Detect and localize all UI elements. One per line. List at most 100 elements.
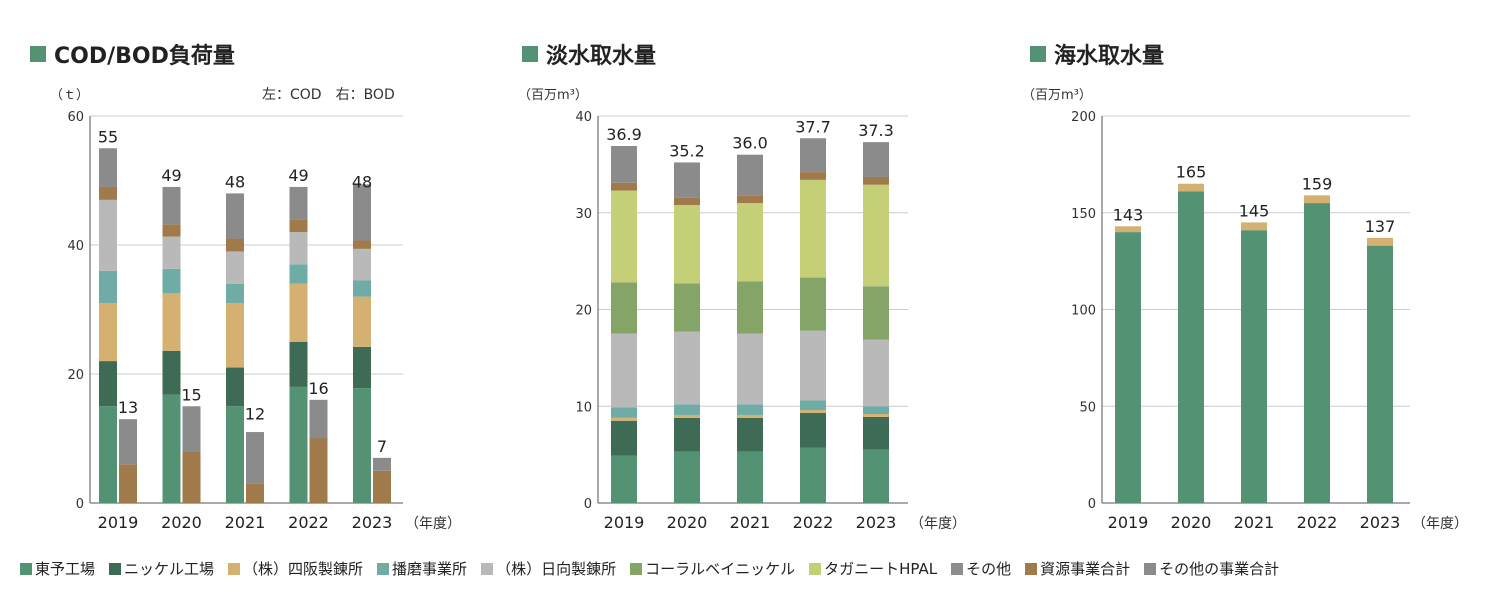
fresh-total-label: 37.7 xyxy=(795,117,831,136)
fresh-bar-segment xyxy=(611,407,637,418)
fresh-total-label: 36.0 xyxy=(732,134,768,153)
legend-swatch-icon xyxy=(951,562,964,575)
cod-bar-segment xyxy=(289,386,308,503)
sea-bar-segment xyxy=(1115,226,1141,233)
sea-unit-label: （百万m³） xyxy=(1022,88,1092,103)
cod-bar-segment xyxy=(289,186,308,220)
fresh-bar-segment xyxy=(800,400,826,411)
cod-total-label: 49 xyxy=(288,166,308,185)
legend-swatch-icon xyxy=(20,562,32,575)
sea-ytick-label: 200 xyxy=(1071,110,1096,125)
bod-bar-segment xyxy=(309,438,328,503)
fresh-unit-label: （百万m³） xyxy=(518,88,588,103)
cod-bar-segment xyxy=(226,193,244,239)
cod-bar-segment xyxy=(289,264,308,284)
cod-bar-segment xyxy=(162,350,181,395)
sea-title-text: 海水取水量 xyxy=(1054,44,1165,69)
legend-item: （株）日向製錬所 xyxy=(481,558,616,579)
sea-bar-segment xyxy=(1178,191,1204,503)
sea-total-label: 159 xyxy=(1302,174,1333,193)
fresh-ytick-label: 40 xyxy=(575,110,592,125)
sea-bar-segment xyxy=(1241,222,1267,231)
cod-panel-title: COD/BOD負荷量 xyxy=(30,38,235,70)
cod-title-text: COD/BOD負荷量 xyxy=(54,44,235,69)
legend-label: その他の事業合計 xyxy=(1159,560,1280,578)
cod-ytick-label: 20 xyxy=(67,368,84,383)
sea-xtick-label: 2019 xyxy=(1108,513,1149,532)
cod-bar-segment xyxy=(162,394,181,503)
cod-bar-segment xyxy=(99,186,117,200)
fresh-xtick-label: 2022 xyxy=(793,513,834,532)
cod-xtick-label: 2020 xyxy=(161,513,202,532)
legend-swatch-icon xyxy=(377,562,390,575)
cod-bar-segment xyxy=(162,268,181,294)
fresh-bar-segment xyxy=(674,417,700,452)
bod-total-label: 12 xyxy=(245,405,265,424)
cod-bar-segment xyxy=(353,240,371,249)
fresh-bar-segment xyxy=(737,281,763,334)
cod-bar-segment xyxy=(162,186,181,225)
sea-bar-segment xyxy=(1115,232,1141,503)
bod-bar-segment xyxy=(246,432,264,484)
sea-total-label: 145 xyxy=(1239,201,1270,220)
fresh-bar-segment xyxy=(863,416,889,450)
fresh-bar-segment xyxy=(611,333,637,408)
title-square-icon xyxy=(30,46,46,62)
cod-xtick-label: 2019 xyxy=(98,513,139,532)
fresh-ytick-label: 10 xyxy=(575,400,592,415)
fresh-total-label: 35.2 xyxy=(669,141,705,160)
bod-bar-segment xyxy=(119,419,137,465)
legend-swatch-icon xyxy=(481,562,494,575)
sea-bar-segment xyxy=(1367,237,1393,246)
bod-total-label: 7 xyxy=(377,437,387,456)
cod-total-label: 55 xyxy=(98,127,118,146)
fresh-ytick-label: 0 xyxy=(584,497,592,512)
sea-bar-segment xyxy=(1241,230,1267,504)
cod-bar-segment xyxy=(99,199,117,271)
fresh-bar-segment xyxy=(737,195,763,204)
title-square-icon xyxy=(522,46,538,62)
fresh-bar-segment xyxy=(611,190,637,283)
legend-item: その他の事業合計 xyxy=(1144,558,1279,579)
fresh-panel-title: 淡水取水量 xyxy=(522,38,656,70)
fresh-bar-segment xyxy=(863,184,889,287)
cod-xtick-label: 2021 xyxy=(225,513,266,532)
title-square-icon xyxy=(1030,46,1046,62)
fresh-bar-segment xyxy=(611,420,637,456)
fresh-bar-segment xyxy=(737,203,763,282)
fresh-bar-segment xyxy=(674,404,700,415)
legend: 東予工場 ニッケル工場 （株）四阪製錬所 播磨事業所 （株）日向製錬所 コーラルベイニッケ… xyxy=(20,558,1490,579)
fresh-bar-segment xyxy=(737,414,763,418)
fresh-bar-segment xyxy=(800,172,826,180)
legend-label: コーラルベイニッケル xyxy=(645,560,796,578)
fresh-total-label: 37.3 xyxy=(858,121,894,140)
fresh-bar-segment xyxy=(800,410,826,414)
cod-bar-segment xyxy=(162,293,181,351)
sea-ytick-label: 100 xyxy=(1071,304,1096,319)
fresh-total-label: 36.9 xyxy=(606,125,642,144)
legend-swatch-icon xyxy=(228,562,241,575)
sea-ytick-label: 150 xyxy=(1071,207,1096,222)
fresh-bar-segment xyxy=(674,331,700,405)
fresh-xtick-label: 2019 xyxy=(604,513,645,532)
fresh-bar-segment xyxy=(863,286,889,340)
fresh-bar-segment xyxy=(674,197,700,206)
cod-bar-segment xyxy=(226,251,244,284)
bod-total-label: 16 xyxy=(308,379,328,398)
cod-unit-label: （ｔ） xyxy=(50,88,90,103)
sea-xtick-label: 2020 xyxy=(1171,513,1212,532)
bod-bar-segment xyxy=(182,451,201,503)
legend-swatch-icon xyxy=(630,562,643,575)
legend-swatch-icon xyxy=(1144,562,1157,575)
bod-bar-segment xyxy=(373,470,391,503)
fresh-year-suffix: （年度） xyxy=(910,516,966,532)
cod-bar-segment xyxy=(353,184,371,241)
cod-bar-segment xyxy=(99,303,117,362)
bod-bar-segment xyxy=(309,399,328,439)
cod-xtick-label: 2022 xyxy=(288,513,329,532)
legend-label: タガニートHPAL xyxy=(824,560,938,578)
fresh-bar-segment xyxy=(674,451,700,503)
fresh-bar-segment xyxy=(800,277,826,331)
fresh-xtick-label: 2021 xyxy=(730,513,771,532)
